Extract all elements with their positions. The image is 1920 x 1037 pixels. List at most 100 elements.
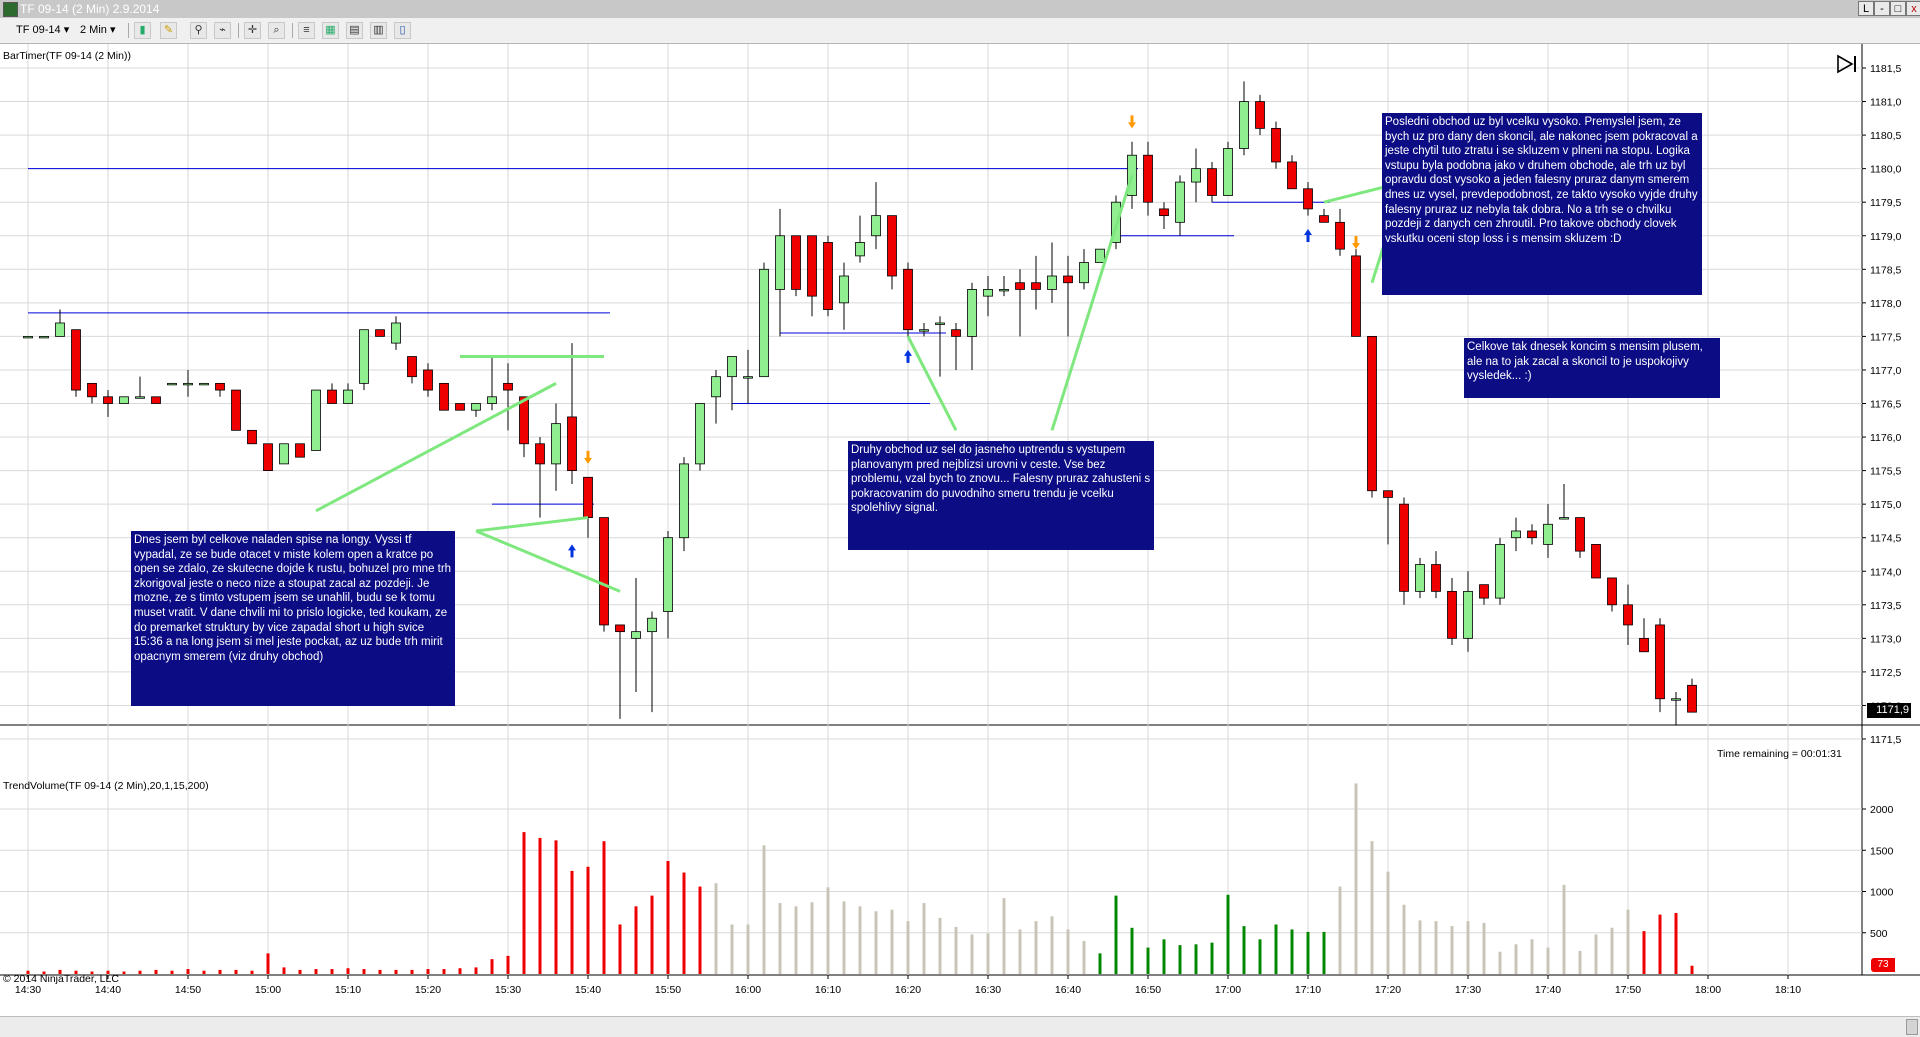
volume-bar bbox=[266, 953, 270, 974]
candle-up bbox=[855, 242, 865, 257]
volume-bar bbox=[970, 934, 974, 974]
price-tick-label: 1174,0 bbox=[1870, 566, 1901, 578]
annotation-line bbox=[315, 382, 557, 513]
candle-up bbox=[695, 403, 705, 465]
candle-down bbox=[423, 369, 433, 391]
volume-bar bbox=[410, 969, 414, 974]
volume-bar bbox=[538, 837, 542, 974]
sell-arrow-icon bbox=[584, 450, 592, 464]
volume-tick-label: 1500 bbox=[1870, 845, 1894, 857]
volume-tick-label: 1000 bbox=[1870, 887, 1894, 899]
templates-icon[interactable]: ▥ bbox=[370, 22, 387, 39]
volume-bar bbox=[122, 971, 126, 974]
interval-selector[interactable]: 2 Min ▾ bbox=[80, 22, 116, 39]
candle-up bbox=[727, 356, 737, 378]
volume-bar bbox=[666, 860, 670, 974]
zoom-icon[interactable]: ⌕ bbox=[268, 22, 285, 39]
candle-up bbox=[1079, 262, 1089, 284]
price-tick-label: 1173,5 bbox=[1870, 600, 1901, 612]
volume-bar bbox=[1402, 904, 1406, 974]
volume-bar bbox=[1530, 939, 1534, 974]
candle-down bbox=[151, 396, 161, 404]
volume-bar bbox=[1482, 922, 1486, 974]
volume-bar bbox=[650, 895, 654, 974]
volume-bar bbox=[1002, 898, 1006, 974]
drawing-objects-icon[interactable]: ⌁ bbox=[214, 22, 231, 39]
candle-down bbox=[615, 624, 625, 633]
volume-bar bbox=[1098, 953, 1102, 974]
price-tick-label: 1179,5 bbox=[1870, 197, 1901, 209]
note-second-trade: Druhy obchod uz sel do jasneho uptrendu … bbox=[848, 441, 1154, 550]
volume-bar bbox=[746, 924, 750, 974]
indicators-icon[interactable]: ▯ bbox=[394, 22, 411, 39]
note-summary: Celkove tak dnesek koncim s mensim pluse… bbox=[1464, 338, 1720, 398]
note-first-trade: Dnes jsem byl celkove naladen spise na l… bbox=[131, 531, 455, 706]
skip-to-end-icon[interactable] bbox=[1836, 54, 1858, 74]
candle-up bbox=[1495, 544, 1505, 599]
volume-bar bbox=[1066, 929, 1070, 974]
candle-down bbox=[439, 382, 449, 411]
data-box-icon[interactable]: ▤ bbox=[346, 22, 363, 39]
volume-bar bbox=[170, 970, 174, 974]
candle-up bbox=[1671, 698, 1681, 701]
draw-pencil-icon[interactable]: ✎ bbox=[160, 22, 177, 39]
volume-bar bbox=[378, 969, 382, 974]
volume-bar bbox=[858, 906, 862, 974]
volume-bar bbox=[1690, 965, 1694, 974]
candle-up bbox=[663, 537, 673, 612]
minimize-button[interactable]: - bbox=[1874, 1, 1890, 16]
volume-bar bbox=[1610, 927, 1614, 974]
trendvolume-label: TrendVolume(TF 09-14 (2 Min),20,1,15,200… bbox=[3, 780, 209, 792]
bar-type-icon[interactable]: ▮ bbox=[134, 22, 151, 39]
time-tick-label: 16:50 bbox=[1135, 984, 1161, 996]
volume-bar bbox=[938, 917, 942, 974]
candle-down bbox=[1319, 215, 1329, 223]
annotation-line bbox=[1050, 174, 1134, 431]
volume-bar bbox=[154, 969, 158, 974]
time-tick-label: 15:20 bbox=[415, 984, 441, 996]
candle-up bbox=[55, 322, 65, 337]
bartimer-label: BarTimer(TF 09-14 (2 Min)) bbox=[3, 50, 131, 62]
volume-bar bbox=[810, 902, 814, 974]
volume-bar bbox=[922, 903, 926, 974]
volume-bar bbox=[1338, 886, 1342, 974]
horizontal-scrollbar[interactable] bbox=[0, 1016, 1920, 1037]
volume-bar bbox=[1226, 894, 1230, 974]
link-button[interactable]: L bbox=[1858, 1, 1874, 16]
time-tick-label: 16:40 bbox=[1055, 984, 1081, 996]
candle-down bbox=[1287, 161, 1297, 190]
drawing-tools-icon[interactable]: ⚲ bbox=[190, 22, 207, 39]
volume-bar bbox=[1114, 895, 1118, 974]
sell-arrow-icon bbox=[1128, 115, 1136, 129]
volume-bar bbox=[1306, 931, 1310, 974]
instrument-selector[interactable]: TF 09-14 ▾ bbox=[16, 22, 69, 39]
candlestick-series bbox=[23, 81, 1697, 726]
candle-down bbox=[503, 382, 513, 391]
price-tick-label: 1181,5 bbox=[1870, 63, 1901, 75]
candle-down bbox=[535, 443, 545, 465]
crosshair-icon[interactable]: ✛ bbox=[244, 22, 261, 39]
candle-up bbox=[1223, 148, 1233, 196]
volume-bar bbox=[1034, 921, 1038, 974]
candle-down bbox=[327, 389, 337, 404]
close-button[interactable]: x bbox=[1906, 1, 1920, 16]
volume-bar bbox=[986, 933, 990, 974]
time-tick-label: 15:40 bbox=[575, 984, 601, 996]
candle-down bbox=[791, 235, 801, 290]
time-tick-label: 18:10 bbox=[1775, 984, 1801, 996]
volume-bar bbox=[106, 970, 110, 974]
candle-up bbox=[935, 322, 945, 325]
maximize-button[interactable]: □ bbox=[1890, 1, 1906, 16]
time-tick-label: 14:40 bbox=[95, 984, 121, 996]
volume-bar bbox=[634, 906, 638, 974]
properties-icon[interactable]: ≡ bbox=[298, 22, 315, 39]
volume-bar bbox=[1178, 945, 1182, 974]
time-tick-label: 14:50 bbox=[175, 984, 201, 996]
candle-down bbox=[247, 429, 257, 445]
scrollbar-thumb[interactable] bbox=[1906, 1019, 1918, 1035]
volume-bar bbox=[234, 969, 238, 974]
candle-down bbox=[263, 443, 273, 472]
candle-up bbox=[1463, 590, 1473, 639]
candle-down bbox=[1591, 544, 1601, 579]
strategies-icon[interactable]: ▦ bbox=[322, 22, 339, 39]
